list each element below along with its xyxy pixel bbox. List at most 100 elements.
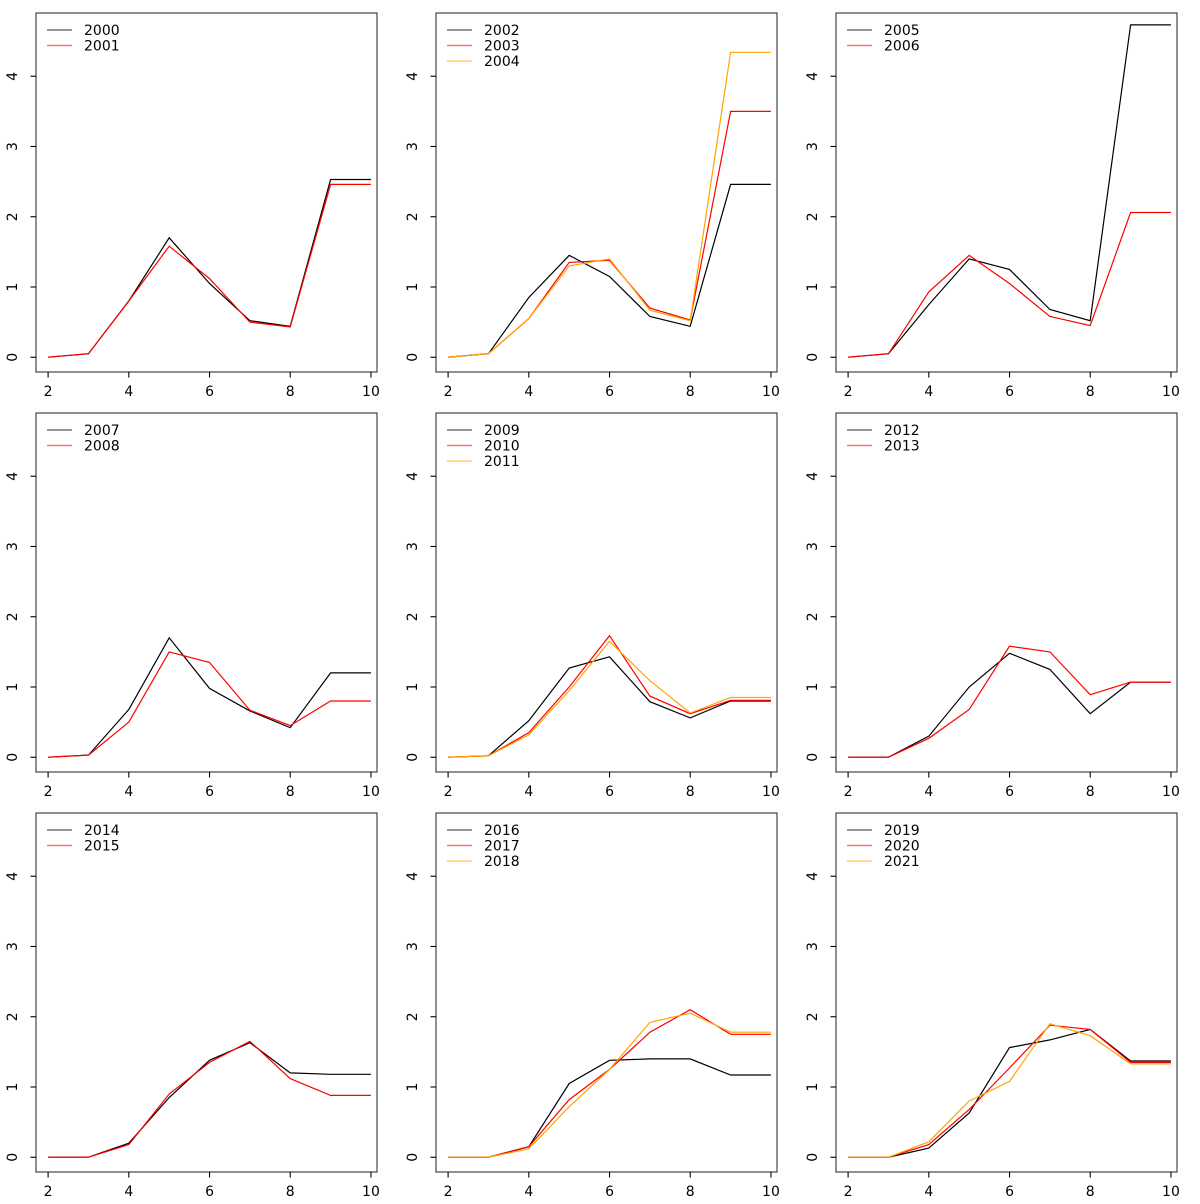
- y-tick-label: 3: [805, 142, 821, 151]
- plot-box: [435, 812, 778, 1173]
- y-tick-label: 4: [805, 72, 821, 81]
- series-line-2016: [448, 1058, 771, 1158]
- plot-box: [835, 412, 1178, 773]
- x-tick-label: 6: [605, 384, 614, 400]
- x-tick-label: 8: [1086, 784, 1095, 800]
- legend-label-2019: 2019: [884, 823, 920, 839]
- series-line-2012: [848, 652, 1171, 758]
- plot-box: [435, 12, 778, 373]
- x-tick-label: 10: [1162, 784, 1180, 800]
- series-line-2018: [448, 1012, 771, 1158]
- y-tick-label: 4: [805, 872, 821, 881]
- x-tick-label: 4: [924, 784, 933, 800]
- series-line-2020: [848, 1024, 1171, 1158]
- y-tick-label: 1: [5, 1083, 21, 1092]
- x-tick-label: 6: [1005, 384, 1014, 400]
- chart-panel-2002-2004: 2 4 6 8 10 0 1 2 3 4 2002 2003 2004: [400, 0, 800, 400]
- x-tick-label: 4: [924, 384, 933, 400]
- y-tick-label: 4: [5, 72, 21, 81]
- series-line-2010: [448, 634, 771, 758]
- x-tick-label: 8: [1086, 1184, 1095, 1200]
- x-tick-label: 8: [686, 384, 695, 400]
- legend-label-2002: 2002: [484, 23, 520, 39]
- y-tick-label: 1: [805, 283, 821, 292]
- x-tick-label: 2: [844, 384, 853, 400]
- series-line-2000: [48, 178, 371, 358]
- y-tick-label: 2: [405, 212, 421, 221]
- legend-label-2014: 2014: [84, 823, 120, 839]
- x-tick-label: 2: [44, 384, 53, 400]
- y-tick-label: 0: [405, 353, 421, 362]
- series-line-2015: [48, 1040, 371, 1158]
- series-line-2014: [48, 1042, 371, 1158]
- x-tick-label: 8: [686, 784, 695, 800]
- x-tick-label: 8: [286, 384, 295, 400]
- y-tick-label: 1: [5, 283, 21, 292]
- chart-panel-2012-2013: 2 4 6 8 10 0 1 2 3 4 2012 2013: [800, 400, 1200, 800]
- x-tick-label: 10: [362, 784, 380, 800]
- y-tick-label: 4: [405, 472, 421, 481]
- legend-label-2007: 2007: [84, 423, 120, 439]
- y-tick-label: 1: [5, 683, 21, 692]
- x-tick-label: 10: [762, 384, 780, 400]
- x-tick-label: 6: [205, 1184, 214, 1200]
- plot-box: [35, 812, 378, 1173]
- legend-label-2006: 2006: [884, 39, 920, 55]
- y-tick-label: 0: [405, 1153, 421, 1162]
- y-tick-label: 4: [5, 872, 21, 881]
- y-tick-label: 2: [405, 1012, 421, 1021]
- series-line-2003: [448, 110, 771, 358]
- y-tick-label: 2: [405, 612, 421, 621]
- x-tick-label: 4: [524, 1184, 533, 1200]
- y-tick-label: 4: [5, 472, 21, 481]
- y-tick-label: 2: [5, 212, 21, 221]
- y-tick-label: 0: [5, 753, 21, 762]
- plot-box: [35, 12, 378, 373]
- x-tick-label: 2: [44, 784, 53, 800]
- x-tick-label: 6: [205, 384, 214, 400]
- plot-box: [435, 412, 778, 773]
- x-tick-label: 6: [605, 784, 614, 800]
- legend-label-2011: 2011: [484, 454, 520, 470]
- y-tick-label: 2: [5, 612, 21, 621]
- x-tick-label: 8: [1086, 384, 1095, 400]
- y-tick-label: 3: [5, 142, 21, 151]
- x-tick-label: 2: [844, 784, 853, 800]
- y-tick-label: 3: [405, 542, 421, 551]
- chart-panel-2016-2018: 2 4 6 8 10 0 1 2 3 4 2016 2017 2018: [400, 800, 800, 1200]
- x-tick-label: 10: [762, 1184, 780, 1200]
- legend-label-2021: 2021: [884, 854, 920, 870]
- legend-label-2018: 2018: [484, 854, 520, 870]
- y-tick-label: 2: [805, 212, 821, 221]
- y-tick-label: 1: [405, 683, 421, 692]
- x-tick-label: 10: [762, 784, 780, 800]
- x-tick-label: 2: [444, 784, 453, 800]
- chart-panel-2007-2008: 2 4 6 8 10 0 1 2 3 4 2007 2008: [0, 400, 400, 800]
- x-tick-label: 6: [1005, 784, 1014, 800]
- y-tick-label: 4: [405, 72, 421, 81]
- series-line-2013: [848, 645, 1171, 758]
- y-tick-label: 0: [805, 353, 821, 362]
- x-tick-label: 2: [444, 1184, 453, 1200]
- x-tick-label: 4: [524, 784, 533, 800]
- legend-label-2001: 2001: [84, 39, 120, 55]
- y-tick-label: 1: [405, 1083, 421, 1092]
- x-tick-label: 2: [444, 384, 453, 400]
- y-tick-label: 3: [805, 942, 821, 951]
- x-tick-label: 8: [686, 1184, 695, 1200]
- series-line-2021: [848, 1023, 1171, 1158]
- x-tick-label: 6: [1005, 1184, 1014, 1200]
- y-tick-label: 3: [5, 942, 21, 951]
